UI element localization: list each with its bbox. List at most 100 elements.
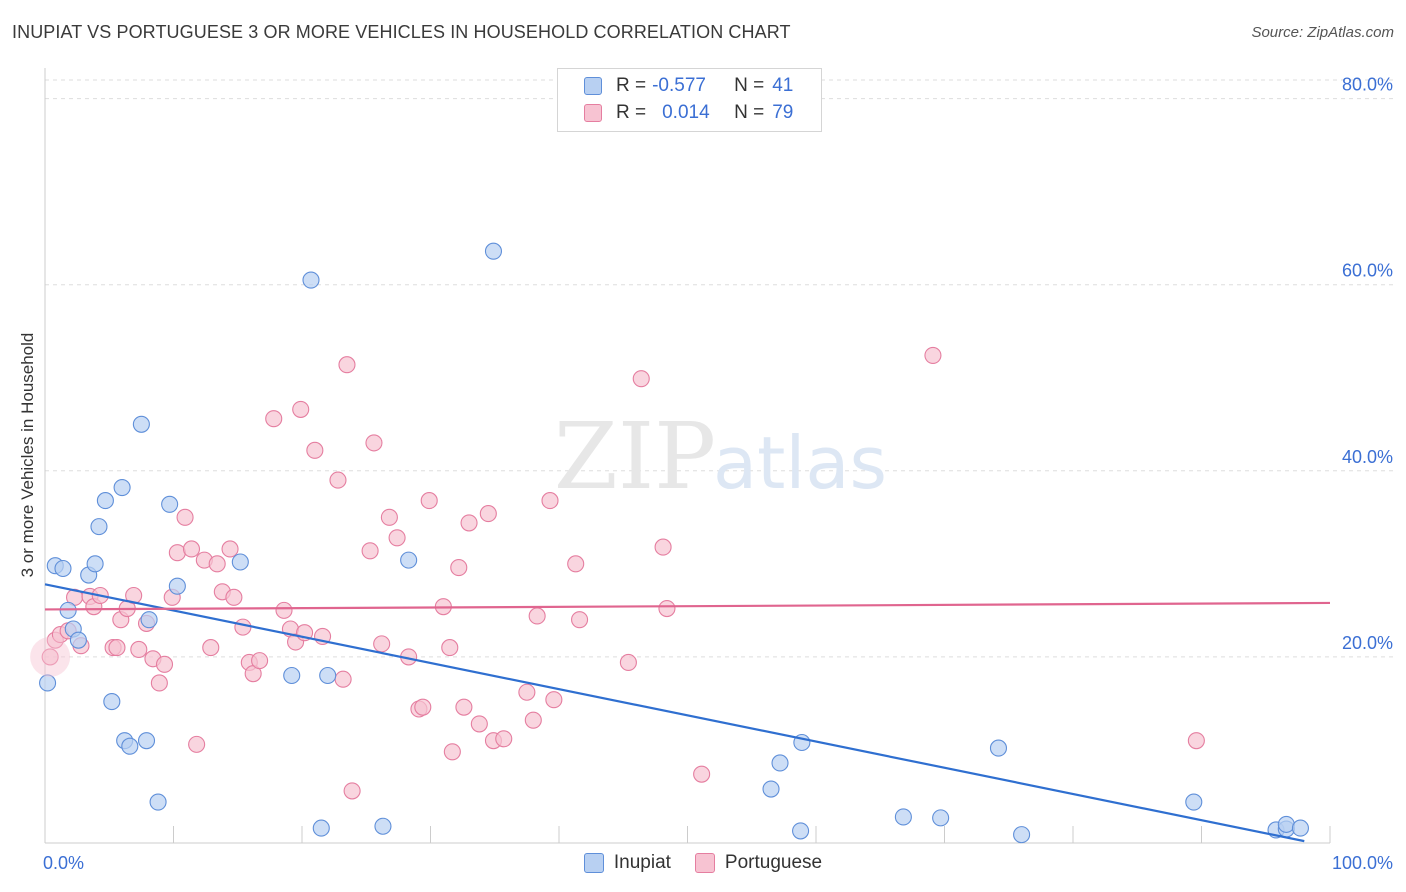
inupiat-point	[1277, 815, 1295, 833]
portuguese-point	[225, 588, 243, 606]
portuguese-point	[182, 540, 201, 558]
chart-title: INUPIAT VS PORTUGUESE 3 OR MORE VEHICLES…	[12, 22, 791, 42]
inupiat-point	[113, 479, 131, 497]
portuguese-point	[361, 542, 379, 560]
portuguese-point	[168, 544, 186, 562]
inupiat-point	[39, 674, 57, 692]
portuguese-point	[373, 635, 391, 653]
inupiat-point	[231, 553, 249, 571]
portuguese-point	[924, 346, 942, 364]
portuguese-point	[541, 492, 559, 510]
inupiat-point	[1185, 793, 1203, 811]
inupiat-point	[149, 793, 167, 811]
watermark-atlas: atlas	[713, 421, 887, 505]
portuguese-point	[658, 599, 676, 618]
legend-label: Inupiat	[613, 852, 671, 873]
portuguese-point	[470, 715, 488, 733]
portuguese-point	[524, 711, 542, 729]
portuguese-point	[450, 559, 468, 577]
legend-row-portuguese: R = 0.014 N = 79	[584, 101, 793, 125]
legend-item-inupiat: Inupiat	[583, 852, 671, 874]
portuguese-point	[329, 471, 347, 489]
inupiat-swatch	[583, 853, 604, 873]
inupiat-point	[96, 492, 114, 510]
portuguese-point	[495, 730, 513, 748]
y-tick-label: 20.0%	[1342, 633, 1393, 653]
inupiat-point	[161, 495, 179, 513]
portuguese-point	[176, 508, 194, 526]
data-points	[30, 242, 1309, 844]
portuguese-point	[292, 400, 310, 418]
y-axis-label: 3 or more Vehicles in Household	[18, 332, 37, 578]
y-tick-label: 40.0%	[1342, 447, 1393, 467]
portuguese-point	[441, 639, 459, 657]
y-tick-labels: 20.0% 40.0% 60.0% 80.0%	[1342, 75, 1393, 653]
gridlines	[45, 79, 1395, 658]
inupiat-point	[932, 809, 950, 827]
portuguese-point	[693, 765, 711, 783]
inupiat-point	[894, 808, 912, 826]
portuguese-point	[571, 611, 589, 629]
portuguese-point	[1187, 732, 1205, 750]
portuguese-point	[388, 529, 406, 547]
portuguese-point	[518, 683, 536, 701]
r-label: R =	[616, 75, 647, 96]
portuguese-swatch	[584, 104, 602, 122]
portuguese-point	[150, 674, 168, 692]
inupiat-point	[132, 415, 150, 433]
inupiat-point	[302, 271, 320, 289]
portuguese-point	[654, 538, 672, 556]
r-value: 0.014	[662, 102, 710, 123]
portuguese-point	[130, 640, 148, 659]
portuguese-point	[338, 356, 356, 374]
inupiat-point	[1013, 826, 1031, 844]
portuguese-point	[41, 648, 59, 666]
portuguese-point	[275, 601, 293, 619]
n-value: 79	[772, 102, 794, 123]
correlation-legend: R = -0.577 N = 41 R = 0.014 N = 79	[557, 68, 822, 132]
inupiat-point	[400, 551, 418, 569]
inupiat-swatch	[584, 77, 602, 95]
portuguese-point	[108, 639, 126, 657]
portuguese-point	[632, 370, 650, 388]
portuguese-point	[443, 743, 461, 761]
legend-row-inupiat: R = -0.577 N = 41	[584, 74, 793, 98]
portuguese-point	[414, 698, 432, 716]
portuguese-point	[306, 441, 324, 459]
x-tick-label: 100.0%	[1332, 853, 1393, 873]
inupiat-point	[762, 780, 780, 798]
portuguese-point	[365, 434, 383, 452]
portuguese-point	[234, 618, 252, 636]
watermark: ZIP atlas	[554, 403, 887, 510]
portuguese-point	[479, 505, 497, 523]
inupiat-point	[168, 577, 186, 595]
portuguese-point	[188, 735, 206, 753]
portuguese-point	[208, 555, 226, 573]
portuguese-point	[455, 698, 473, 716]
inupiat-point	[86, 555, 104, 573]
inupiat-point	[140, 611, 158, 629]
portuguese-swatch	[694, 853, 715, 873]
inupiat-point	[137, 732, 156, 750]
inupiat-point	[319, 666, 337, 685]
watermark-zip: ZIP	[554, 403, 716, 510]
inupiat-trend-line	[44, 583, 1305, 843]
legend-label: Portuguese	[724, 852, 823, 873]
legend-item-portuguese: Portuguese	[694, 852, 823, 874]
portuguese-point	[334, 670, 352, 688]
inupiat-point	[283, 666, 301, 685]
axes	[44, 68, 1331, 844]
inupiat-point	[771, 754, 789, 772]
portuguese-point	[251, 652, 269, 670]
inupiat-point	[792, 822, 810, 840]
portuguese-point	[202, 639, 220, 657]
portuguese-point	[420, 492, 438, 510]
portuguese-point	[619, 653, 637, 672]
r-label: R =	[616, 102, 647, 123]
portuguese-point	[545, 691, 563, 709]
x-tick-labels: 0.0% 100.0%	[43, 853, 1393, 873]
portuguese-point	[30, 636, 71, 677]
portuguese-point	[460, 514, 478, 532]
portuguese-trend-line	[44, 601, 1331, 611]
